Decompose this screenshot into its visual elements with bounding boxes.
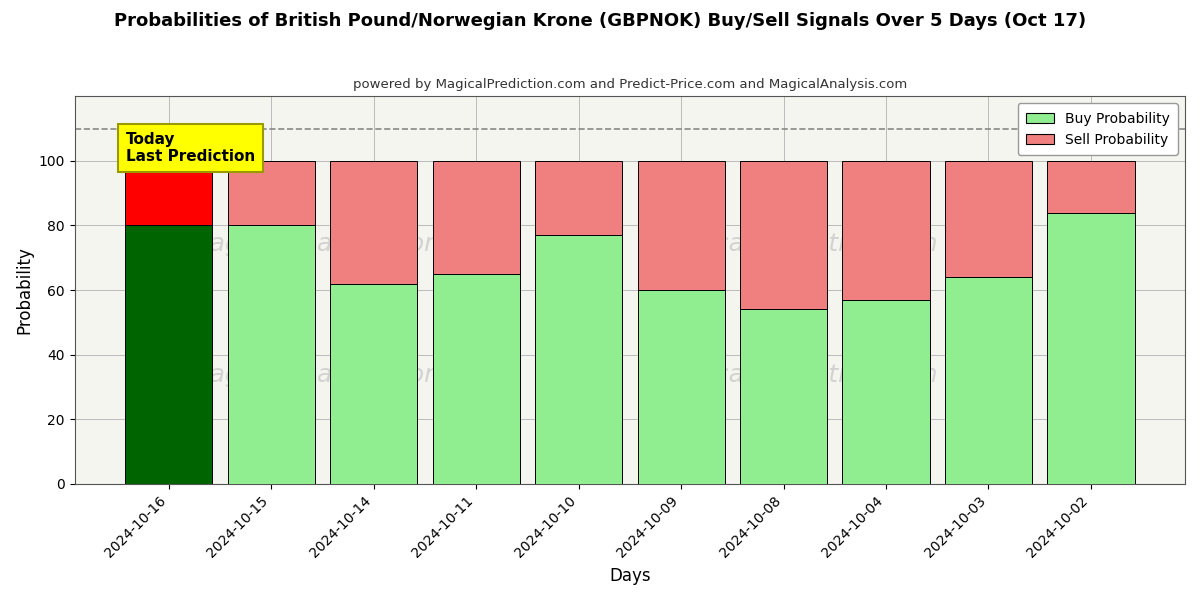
- Bar: [842, 300, 930, 484]
- Bar: [330, 161, 418, 284]
- Y-axis label: Probability: Probability: [16, 246, 34, 334]
- Text: MagicalPrediction.com: MagicalPrediction.com: [655, 232, 937, 256]
- Bar: [125, 161, 212, 226]
- Text: Today
Last Prediction: Today Last Prediction: [126, 132, 254, 164]
- Bar: [637, 290, 725, 484]
- Bar: [125, 226, 212, 484]
- Bar: [228, 161, 314, 226]
- Bar: [944, 277, 1032, 484]
- Bar: [842, 161, 930, 300]
- Bar: [1048, 212, 1134, 484]
- Bar: [432, 274, 520, 484]
- Bar: [330, 284, 418, 484]
- X-axis label: Days: Days: [610, 567, 650, 585]
- Bar: [740, 161, 827, 310]
- Text: MagicalAnalysis.com: MagicalAnalysis.com: [188, 232, 449, 256]
- Title: powered by MagicalPrediction.com and Predict-Price.com and MagicalAnalysis.com: powered by MagicalPrediction.com and Pre…: [353, 78, 907, 91]
- Bar: [535, 161, 622, 235]
- Bar: [740, 310, 827, 484]
- Bar: [228, 226, 314, 484]
- Text: Probabilities of British Pound/Norwegian Krone (GBPNOK) Buy/Sell Signals Over 5 : Probabilities of British Pound/Norwegian…: [114, 12, 1086, 30]
- Bar: [535, 235, 622, 484]
- Bar: [944, 161, 1032, 277]
- Text: MagicalAnalysis.com: MagicalAnalysis.com: [188, 363, 449, 387]
- Bar: [637, 161, 725, 290]
- Bar: [1048, 161, 1134, 212]
- Bar: [432, 161, 520, 274]
- Legend: Buy Probability, Sell Probability: Buy Probability, Sell Probability: [1018, 103, 1178, 155]
- Text: MagicalPrediction.com: MagicalPrediction.com: [655, 363, 937, 387]
